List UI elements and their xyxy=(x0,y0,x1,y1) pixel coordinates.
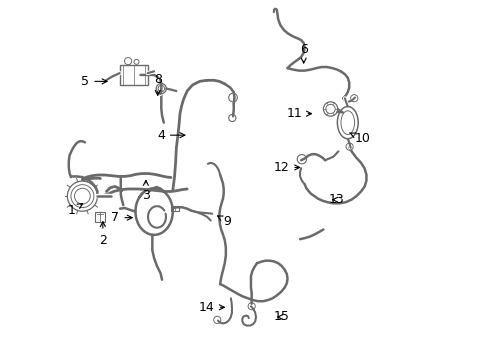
Text: 13: 13 xyxy=(328,193,344,206)
Text: 7: 7 xyxy=(111,211,132,224)
Text: 8: 8 xyxy=(153,73,162,95)
Text: 6: 6 xyxy=(299,42,307,63)
Text: 2: 2 xyxy=(99,222,106,247)
Text: 11: 11 xyxy=(286,107,311,120)
Text: 4: 4 xyxy=(157,129,184,142)
Text: 5: 5 xyxy=(81,75,107,88)
Text: 12: 12 xyxy=(273,161,299,174)
Text: 9: 9 xyxy=(217,215,231,228)
Text: 1: 1 xyxy=(67,204,82,217)
Text: 3: 3 xyxy=(142,180,149,202)
Text: 15: 15 xyxy=(273,310,289,324)
Text: 10: 10 xyxy=(349,132,370,145)
Text: 14: 14 xyxy=(199,301,224,314)
